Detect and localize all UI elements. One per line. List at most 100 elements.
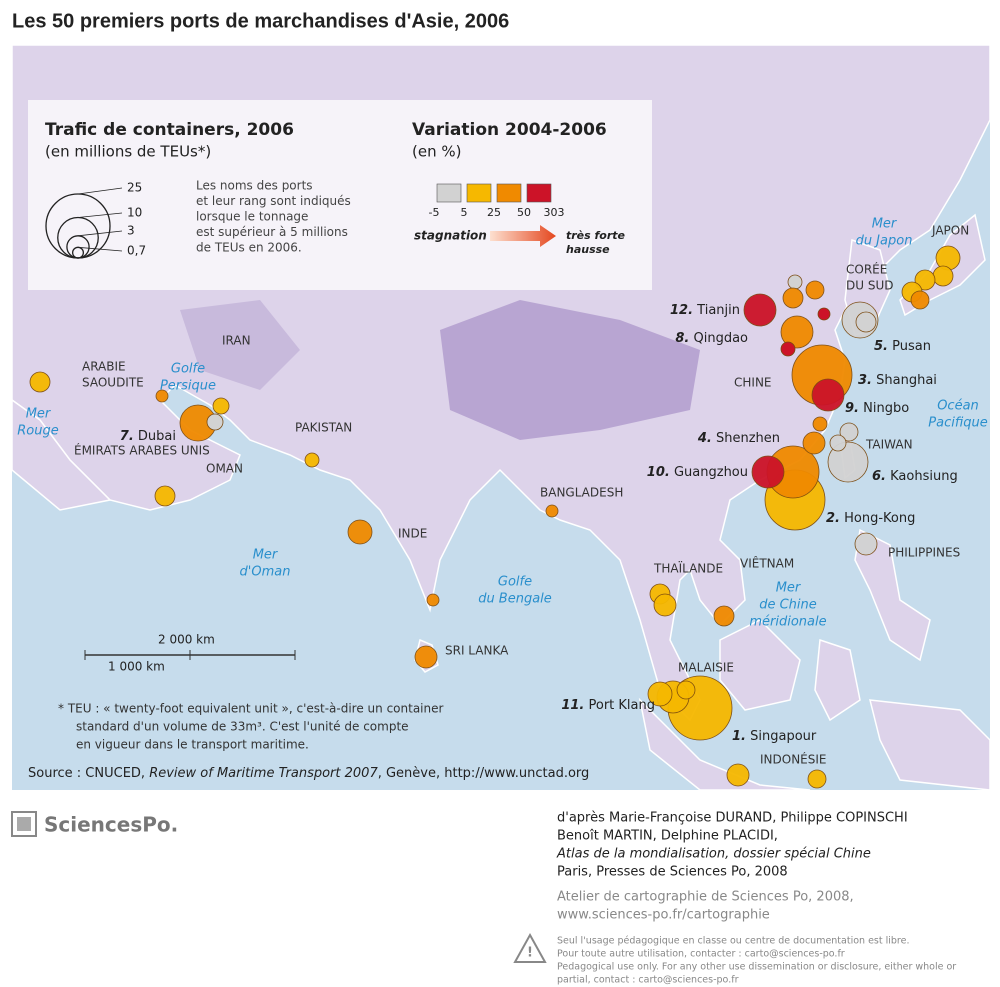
country-name: MALAISIE: [678, 661, 734, 675]
port: [751, 455, 785, 489]
sea-name: Pacifique: [928, 416, 987, 431]
logo: SciencesPo.: [44, 813, 178, 837]
port: [304, 452, 320, 468]
legend-value: 3: [127, 224, 135, 238]
country-name: DU SUD: [846, 279, 893, 293]
port: [802, 431, 826, 455]
port: [910, 290, 930, 310]
footnote: * TEU : « twenty-foot equivalent unit »,…: [58, 702, 443, 716]
port-label: 5. Pusan: [874, 339, 931, 354]
logo-icon: [11, 811, 37, 837]
country-name: SAOUDITE: [82, 376, 144, 390]
port-name: Shenzhen: [716, 431, 780, 446]
country-name: ARABIE: [82, 360, 126, 374]
port-name: Dubai: [138, 429, 176, 444]
sea-name: de Chine: [759, 598, 817, 613]
legend-break: 25: [487, 206, 501, 219]
port: [545, 504, 559, 518]
port-rank: 6.: [872, 469, 886, 484]
port-label: 7. Dubai: [120, 429, 176, 444]
source-part: Source : CNUCED,: [28, 766, 149, 781]
legend-note: est supérieur à 5 millions: [196, 225, 348, 239]
country-name: OMAN: [206, 462, 243, 476]
plateau: [180, 300, 300, 390]
sea-name: d'Oman: [240, 565, 291, 580]
port: [855, 311, 877, 333]
port-name: Guangzhou: [674, 465, 748, 480]
port: [653, 593, 677, 617]
legend-swatch: [496, 183, 522, 203]
legend-high: hausse: [566, 243, 610, 256]
legend-note: et leur rang sont indiqués: [196, 194, 351, 208]
legend-swatch: [436, 183, 462, 203]
sea-name: Mer: [26, 407, 52, 422]
source: Source : CNUCED, Review of Maritime Tran…: [28, 766, 589, 781]
port-label: 3. Shanghai: [858, 373, 937, 388]
port: [811, 378, 845, 412]
port: [743, 293, 777, 327]
port: [854, 532, 878, 556]
country-name: THAÏLANDE: [653, 561, 723, 576]
credits: Paris, Presses de Sciences Po, 2008: [557, 865, 788, 880]
legend-subtitle: (en millions de TEUs*): [45, 143, 211, 161]
port-name: Pusan: [892, 339, 931, 354]
port: [780, 315, 814, 349]
legend-high: très forte: [566, 229, 626, 242]
country-name: INDE: [398, 527, 427, 541]
port: [212, 397, 230, 415]
sea-name: méridionale: [749, 615, 826, 630]
port-name: Shanghai: [876, 373, 937, 388]
port: [817, 307, 831, 321]
legend-value: 0,7: [127, 244, 146, 258]
country-name: CHINE: [734, 376, 772, 390]
sea-name: Océan: [937, 399, 979, 414]
warning-icon: [513, 932, 547, 963]
country-name: CORÉE: [846, 262, 887, 277]
country-name: PHILIPPINES: [888, 546, 960, 560]
sea-name: Mer: [253, 548, 279, 563]
port: [713, 605, 735, 627]
port-rank: 2.: [826, 511, 840, 526]
port: [155, 389, 169, 403]
legend-note: lorsque le tonnage: [196, 210, 308, 224]
plateau: [440, 300, 700, 440]
disclaimer: partial, contact : carto@sciences-po.fr: [557, 975, 739, 986]
country-name: INDONÉSIE: [760, 752, 827, 767]
port: [827, 441, 869, 483]
port-rank: 4.: [697, 431, 712, 446]
port-name: Port Klang: [589, 698, 656, 713]
port: [807, 769, 827, 789]
port-label: 11. Port Klang: [561, 698, 655, 713]
sea-name: Golfe: [498, 575, 532, 590]
scale-label: 2 000 km: [158, 633, 215, 647]
port-label: 8. Qingdao: [675, 331, 748, 346]
port-label: 2. Hong-Kong: [826, 511, 915, 526]
legend-leader: [77, 230, 123, 237]
country-name: ÉMIRATS ARABES UNIS: [74, 443, 210, 458]
legend-leader: [77, 246, 123, 252]
port: [780, 341, 796, 357]
port-label: 9. Ningbo: [845, 401, 909, 416]
atelier: Atelier de cartographie de Sciences Po, …: [557, 890, 854, 905]
country-name: SRI LANKA: [445, 644, 509, 658]
legend-title: Trafic de containers, 2006: [45, 120, 294, 140]
port: [805, 280, 825, 300]
port-rank: 9.: [845, 401, 859, 416]
scale-label: 1 000 km: [108, 660, 165, 674]
port: [347, 519, 373, 545]
port-rank: 5.: [874, 339, 888, 354]
legend-circle: [71, 246, 85, 259]
port: [787, 274, 803, 290]
port: [676, 680, 696, 700]
legend-arrow: [490, 225, 556, 247]
legend-break: 5: [461, 206, 468, 219]
country-name: IRAN: [222, 334, 251, 348]
atelier: www.sciences-po.fr/cartographie: [557, 908, 770, 923]
legend-break: -5: [429, 206, 440, 219]
credits: Benoît MARTIN, Delphine PLACIDI,: [557, 829, 778, 844]
sea-name: Rouge: [17, 424, 58, 439]
credits: d'après Marie-Françoise DURAND, Philippe…: [557, 811, 908, 826]
port: [206, 413, 224, 431]
legend-note: de TEUs en 2006.: [196, 241, 302, 255]
